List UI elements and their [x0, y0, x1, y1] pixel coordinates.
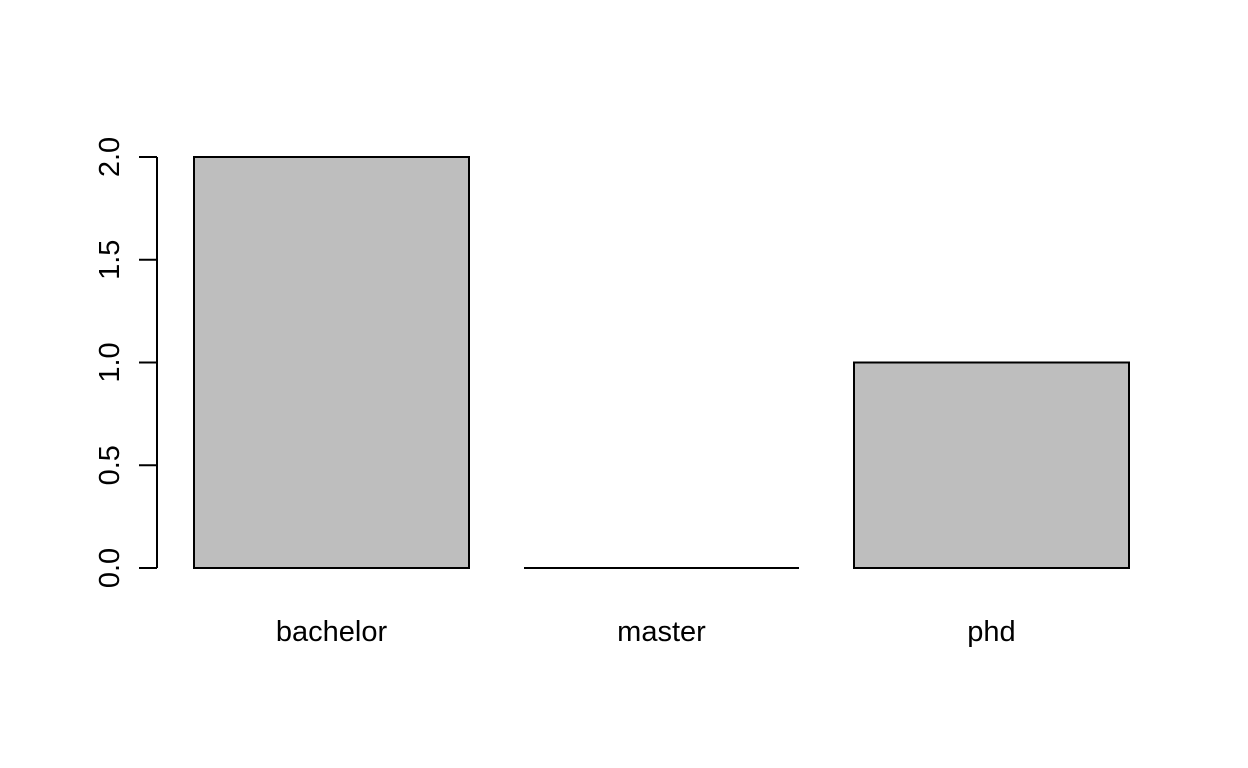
- x-axis-labels: bachelor master phd: [276, 616, 1016, 648]
- x-category-label: master: [617, 616, 706, 648]
- bar-phd: [853, 361, 1130, 569]
- y-tick-label: 1.5: [94, 240, 126, 280]
- y-tick-label: 0.5: [94, 445, 126, 485]
- y-tick-label: 2.0: [94, 137, 126, 177]
- y-tick-label: 0.0: [94, 548, 126, 588]
- x-category-label: phd: [967, 616, 1015, 648]
- bar-bachelor: [193, 156, 470, 569]
- bars: [193, 156, 1130, 569]
- y-tick-label: 1.0: [94, 342, 126, 382]
- y-axis: 0.0 0.5 1.0 1.5 2.0: [94, 137, 158, 588]
- x-category-label: bachelor: [276, 616, 388, 648]
